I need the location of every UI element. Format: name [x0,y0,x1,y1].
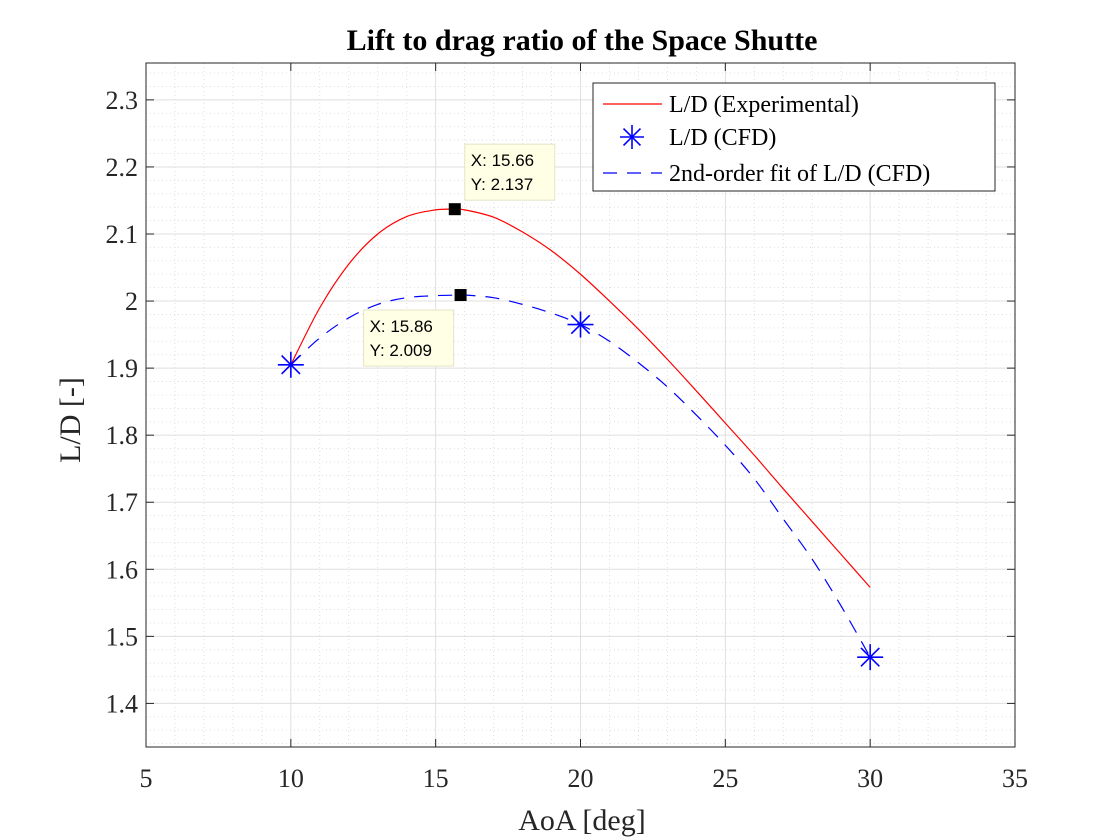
y-tick-label: 2.2 [106,153,139,182]
y-tick-labels: 1.4 1.5 1.6 1.7 1.8 1.9 2 2.1 2.2 2.3 [106,86,139,719]
y-tick-label: 1.9 [106,354,139,383]
cfd-fit-series-line [290,294,871,658]
legend-label-cfd: L/D (CFD) [669,125,776,151]
y-tick-label: 1.4 [106,689,139,718]
datatip-marker[interactable] [454,289,467,302]
legend-label-experimental: L/D (Experimental) [669,92,859,118]
x-tick-label: 30 [857,764,883,793]
datatip-y-value: Y: 2.009 [370,341,432,360]
y-tick-label: 2.1 [106,220,139,249]
tick-marks [145,63,1016,747]
y-tick-label: 1.5 [106,622,139,651]
datatips: X: 15.66 Y: 2.137 X: 15.86 Y: 2.009 [363,143,556,367]
datatip-y-value: Y: 2.137 [471,175,533,194]
datatip-marker[interactable] [448,203,461,216]
x-tick-label: 15 [423,764,449,793]
x-tick-label: 10 [278,764,304,793]
experimental-series-line [290,208,871,588]
legend-label-fit: 2nd-order fit of L/D (CFD) [669,161,930,187]
y-axis-label: L/D [-] [54,377,87,463]
y-tick-label: 1.8 [106,421,139,450]
datatip-x-value: X: 15.86 [370,317,433,336]
legend-star-icon [620,125,644,149]
x-tick-label: 25 [712,764,738,793]
x-tick-labels: 5 10 15 20 25 30 35 [140,764,1029,793]
x-tick-label: 5 [140,764,153,793]
legend[interactable]: L/D (Experimental) L/D (CFD) 2nd-order f… [592,82,996,192]
datatip-box [363,309,455,367]
cfd-data-point-stroke [860,647,880,667]
datatip-x-value: X: 15.66 [471,151,534,170]
y-tick-label: 2.3 [106,86,139,115]
series-layer [277,208,884,671]
y-tick-label: 1.7 [106,488,139,517]
legend-star-icon-stroke [622,127,642,147]
x-axis-label: AoA [deg] [518,804,645,837]
chart-title: Lift to drag ratio of the Space Shutte [347,24,818,57]
x-tick-label: 35 [1002,764,1028,793]
x-tick-label: 20 [568,764,594,793]
cfd-data-point [857,644,884,671]
legend-swatch-cfd [620,125,644,149]
y-tick-label: 1.6 [106,555,139,584]
y-tick-label: 2 [125,287,138,316]
datatip-box [464,143,556,201]
